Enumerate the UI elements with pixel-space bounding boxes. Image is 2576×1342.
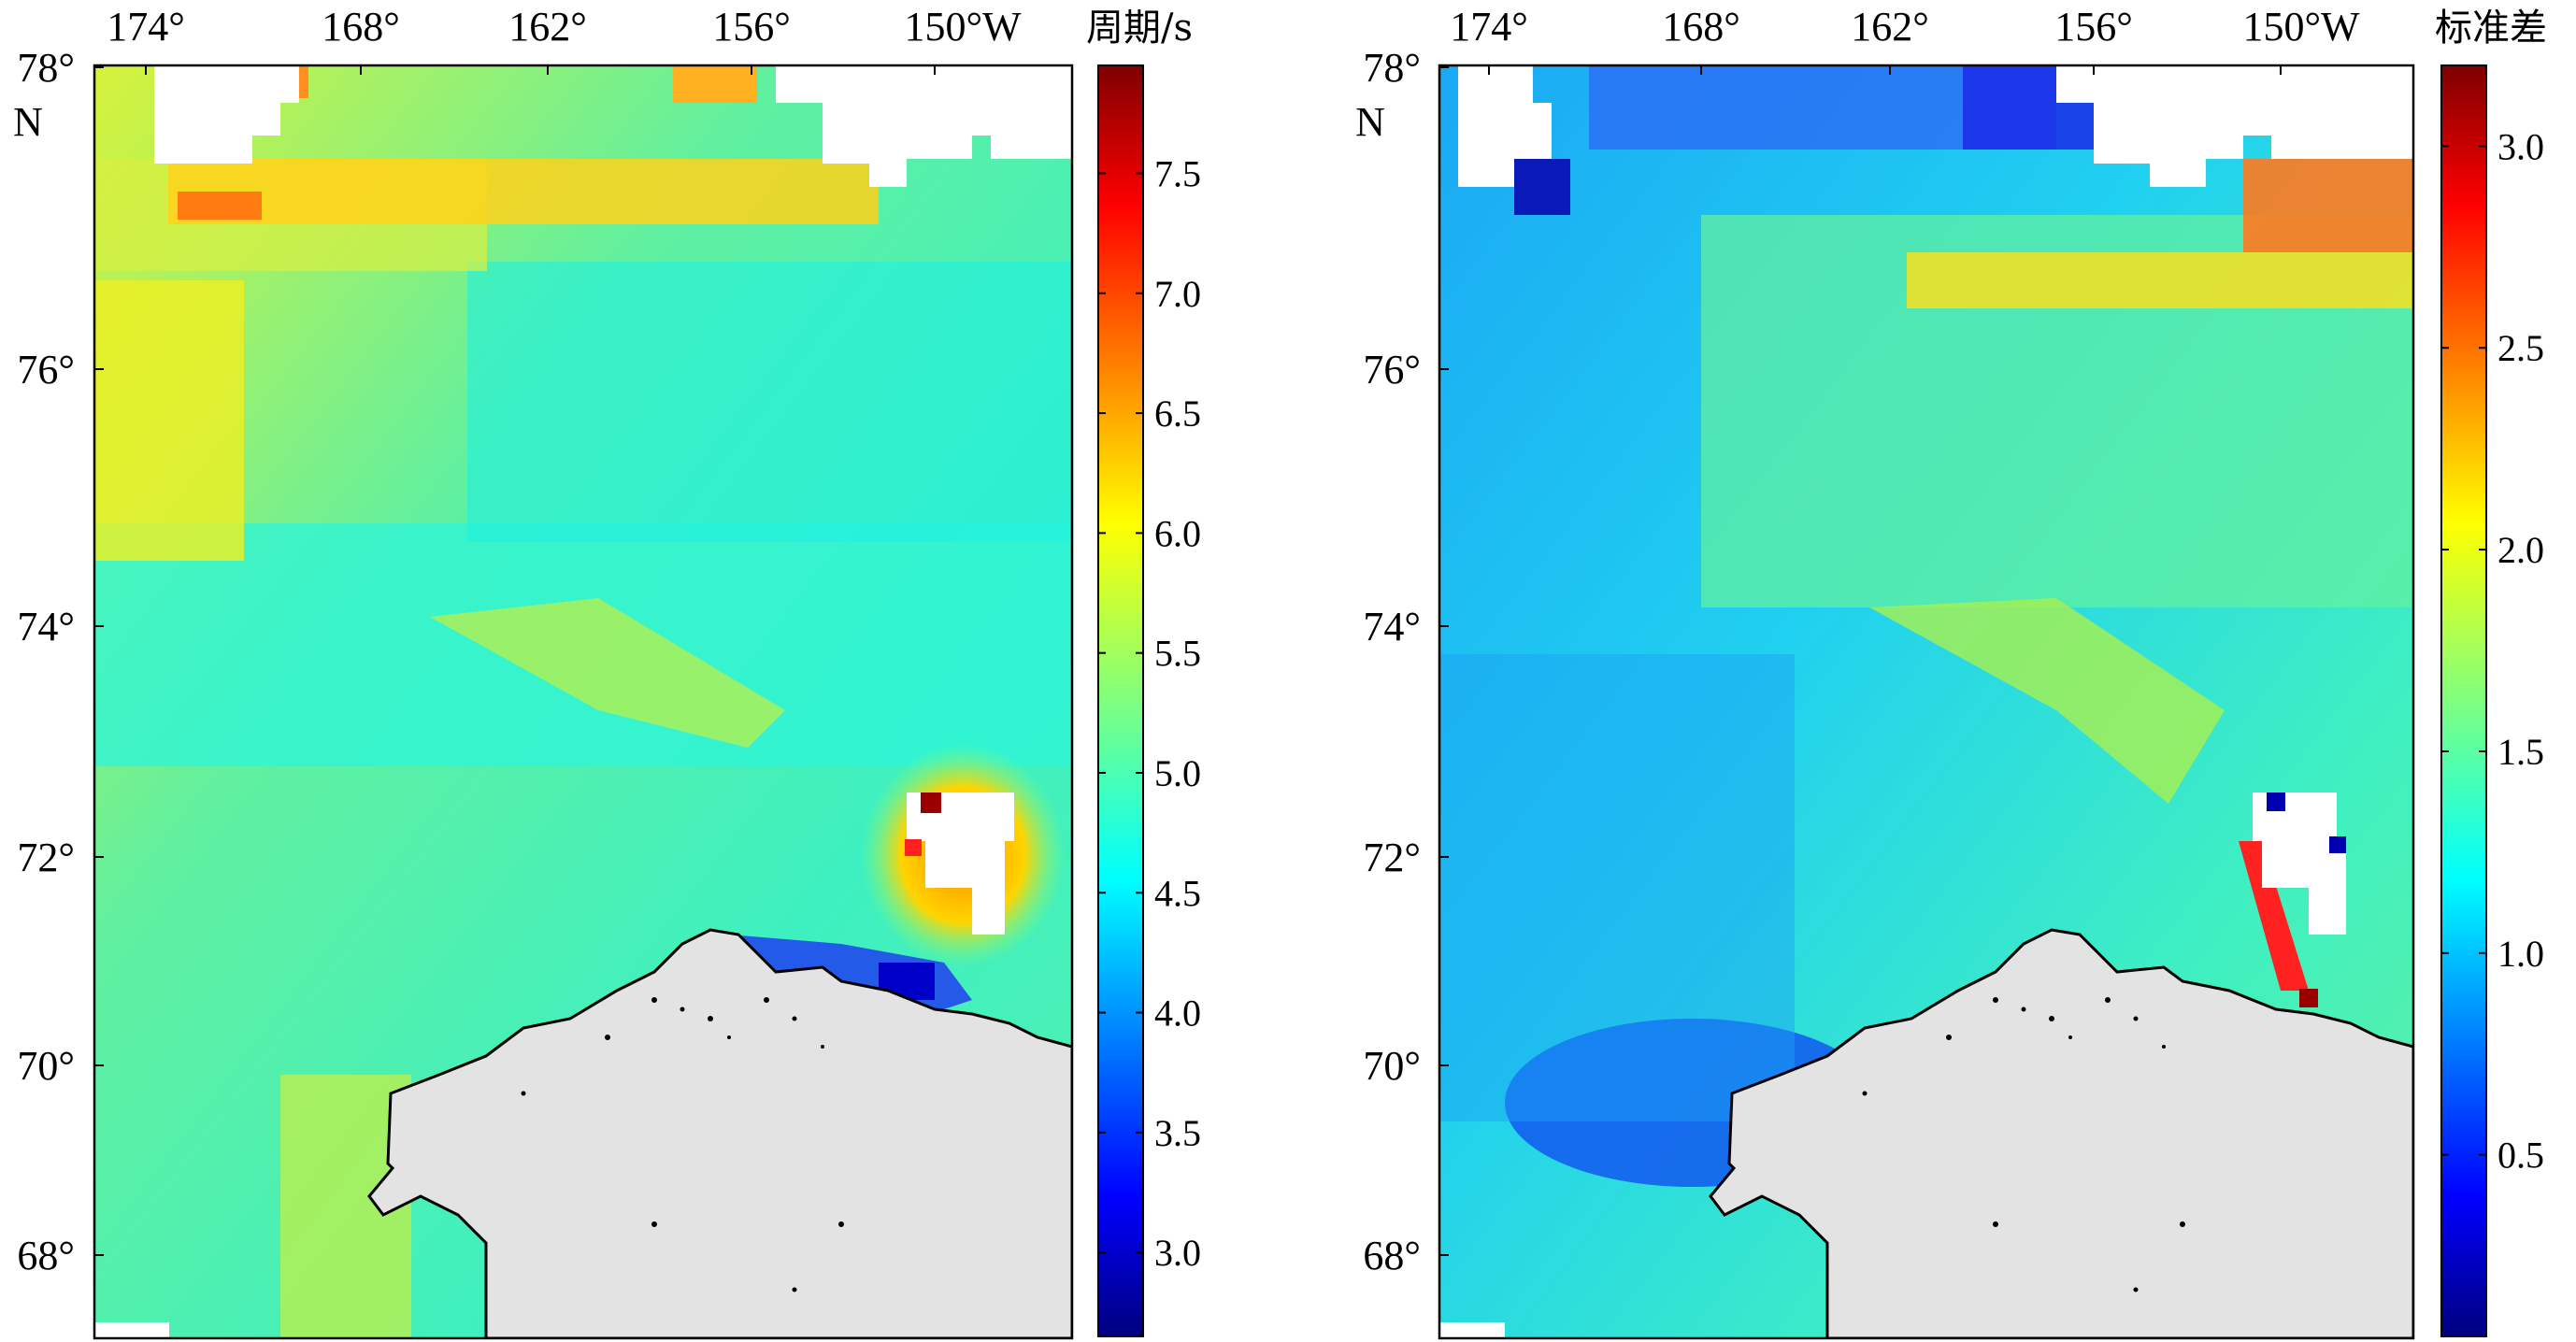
right-lat-tick-3: 72° <box>1363 835 1421 880</box>
right-land <box>1709 928 2413 1338</box>
left-land <box>367 928 1072 1338</box>
left-lon-tick-2: 162° <box>508 4 587 50</box>
right-map-frame <box>1438 64 2415 1340</box>
left-lat-tick-1: 76° <box>17 347 75 393</box>
left-lat-tick-4: 70° <box>17 1043 75 1089</box>
left-colorbar-tick-label: 4.0 <box>1154 992 1201 1035</box>
left-lat-tick-5: 68° <box>17 1233 75 1278</box>
left-colorbar-tick-label: 6.5 <box>1154 393 1201 435</box>
left-colorbar-tick-label: 7.5 <box>1154 152 1201 194</box>
left-map-ticks <box>94 65 936 1256</box>
right-lat-tick-1: 76° <box>1363 347 1421 393</box>
left-lat-tick-3: 72° <box>17 835 75 880</box>
left-colorbar-tick-label: 7.0 <box>1154 273 1201 315</box>
left-lon-tick-1: 168° <box>322 4 400 50</box>
left-map-panel: 174° 168° 162° 156° 150°W 78° N 76° 74° … <box>13 4 1074 1340</box>
right-map-panel: 174° 168° 162° 156° 150°W 78° N 76° 74° … <box>1355 4 2415 1340</box>
right-lon-tick-2: 162° <box>1851 4 1929 50</box>
right-colorbar: 3.0 2.5 2.0 1.5 1.0 0.5 标准差 <box>2435 7 2547 1337</box>
left-lat-tick-0: 78° <box>17 45 75 91</box>
left-colorbar-title: 周期/s <box>1086 7 1193 50</box>
left-lon-tick-4: 150°W <box>904 4 1022 50</box>
left-lon-tick-3: 156° <box>712 4 791 50</box>
right-lat-tick-2: 74° <box>1363 604 1421 650</box>
left-lat-tick-2: 74° <box>17 604 75 650</box>
left-map-frame <box>93 64 1074 1340</box>
left-colorbar-tick-label: 3.0 <box>1154 1232 1201 1274</box>
right-coast-islands <box>1862 997 2185 1292</box>
left-coast-islands <box>521 997 844 1292</box>
right-lat-tick-5: 68° <box>1363 1233 1421 1278</box>
left-colorbar-ticks: 7.5 7.0 6.5 6.0 5.5 5.0 4.5 4.0 3.5 3.0 <box>1098 152 1201 1274</box>
left-colorbar-tick-label: 4.5 <box>1154 872 1201 914</box>
right-lon-tick-1: 168° <box>1662 4 1740 50</box>
right-colorbar-tick-label: 1.0 <box>2497 933 2544 975</box>
right-colorbar-tick-label: 0.5 <box>2497 1135 2544 1177</box>
left-lon-tick-0: 174° <box>107 4 185 50</box>
left-lat-unit: N <box>13 99 43 145</box>
right-colorbar-tick-label: 2.5 <box>2497 327 2544 369</box>
left-colorbar-tick-label: 5.5 <box>1154 633 1201 675</box>
right-lon-tick-4: 150°W <box>2242 4 2360 50</box>
right-lat-tick-0: 78° <box>1363 45 1421 91</box>
right-map-ticks <box>1439 65 2282 1256</box>
right-colorbar-title: 标准差 <box>2435 7 2547 50</box>
left-colorbar: 7.5 7.0 6.5 6.0 5.5 5.0 4.5 4.0 3.5 3.0 周期/s <box>1086 7 1201 1337</box>
left-colorbar-tick-label: 6.0 <box>1154 512 1201 554</box>
right-lat-tick-4: 70° <box>1363 1043 1421 1089</box>
left-colorbar-tick-label: 3.5 <box>1154 1112 1201 1154</box>
right-lon-tick-0: 174° <box>1450 4 1528 50</box>
left-period-field <box>94 65 1072 1338</box>
left-colorbar-tick-label: 5.0 <box>1154 752 1201 794</box>
right-lat-unit: N <box>1355 99 1385 145</box>
right-colorbar-tick-label: 3.0 <box>2497 125 2544 167</box>
right-colorbar-tick-label: 2.0 <box>2497 529 2544 571</box>
right-std-field <box>1439 65 2413 1338</box>
right-colorbar-tick-label: 1.5 <box>2497 731 2544 773</box>
right-colorbar-ticks: 3.0 2.5 2.0 1.5 1.0 0.5 <box>2441 125 2544 1177</box>
right-lon-tick-3: 156° <box>2054 4 2133 50</box>
